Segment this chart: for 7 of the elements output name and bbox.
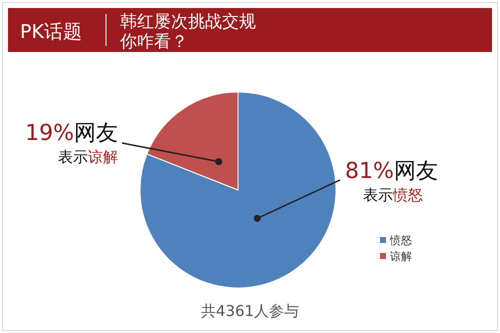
text: 共4361人参与 <box>200 302 300 320</box>
data-label: 19%网友表示谅解 <box>25 121 118 166</box>
chart-title: 韩红屡次挑战交规你咋看？ <box>119 12 256 52</box>
chart-subtitle: PK话题 <box>20 21 82 43</box>
legend-label: 谅解 <box>390 250 412 263</box>
legend-label: 愤怒 <box>389 234 412 247</box>
data-label: 81%网友表示愤怒 <box>345 159 438 204</box>
